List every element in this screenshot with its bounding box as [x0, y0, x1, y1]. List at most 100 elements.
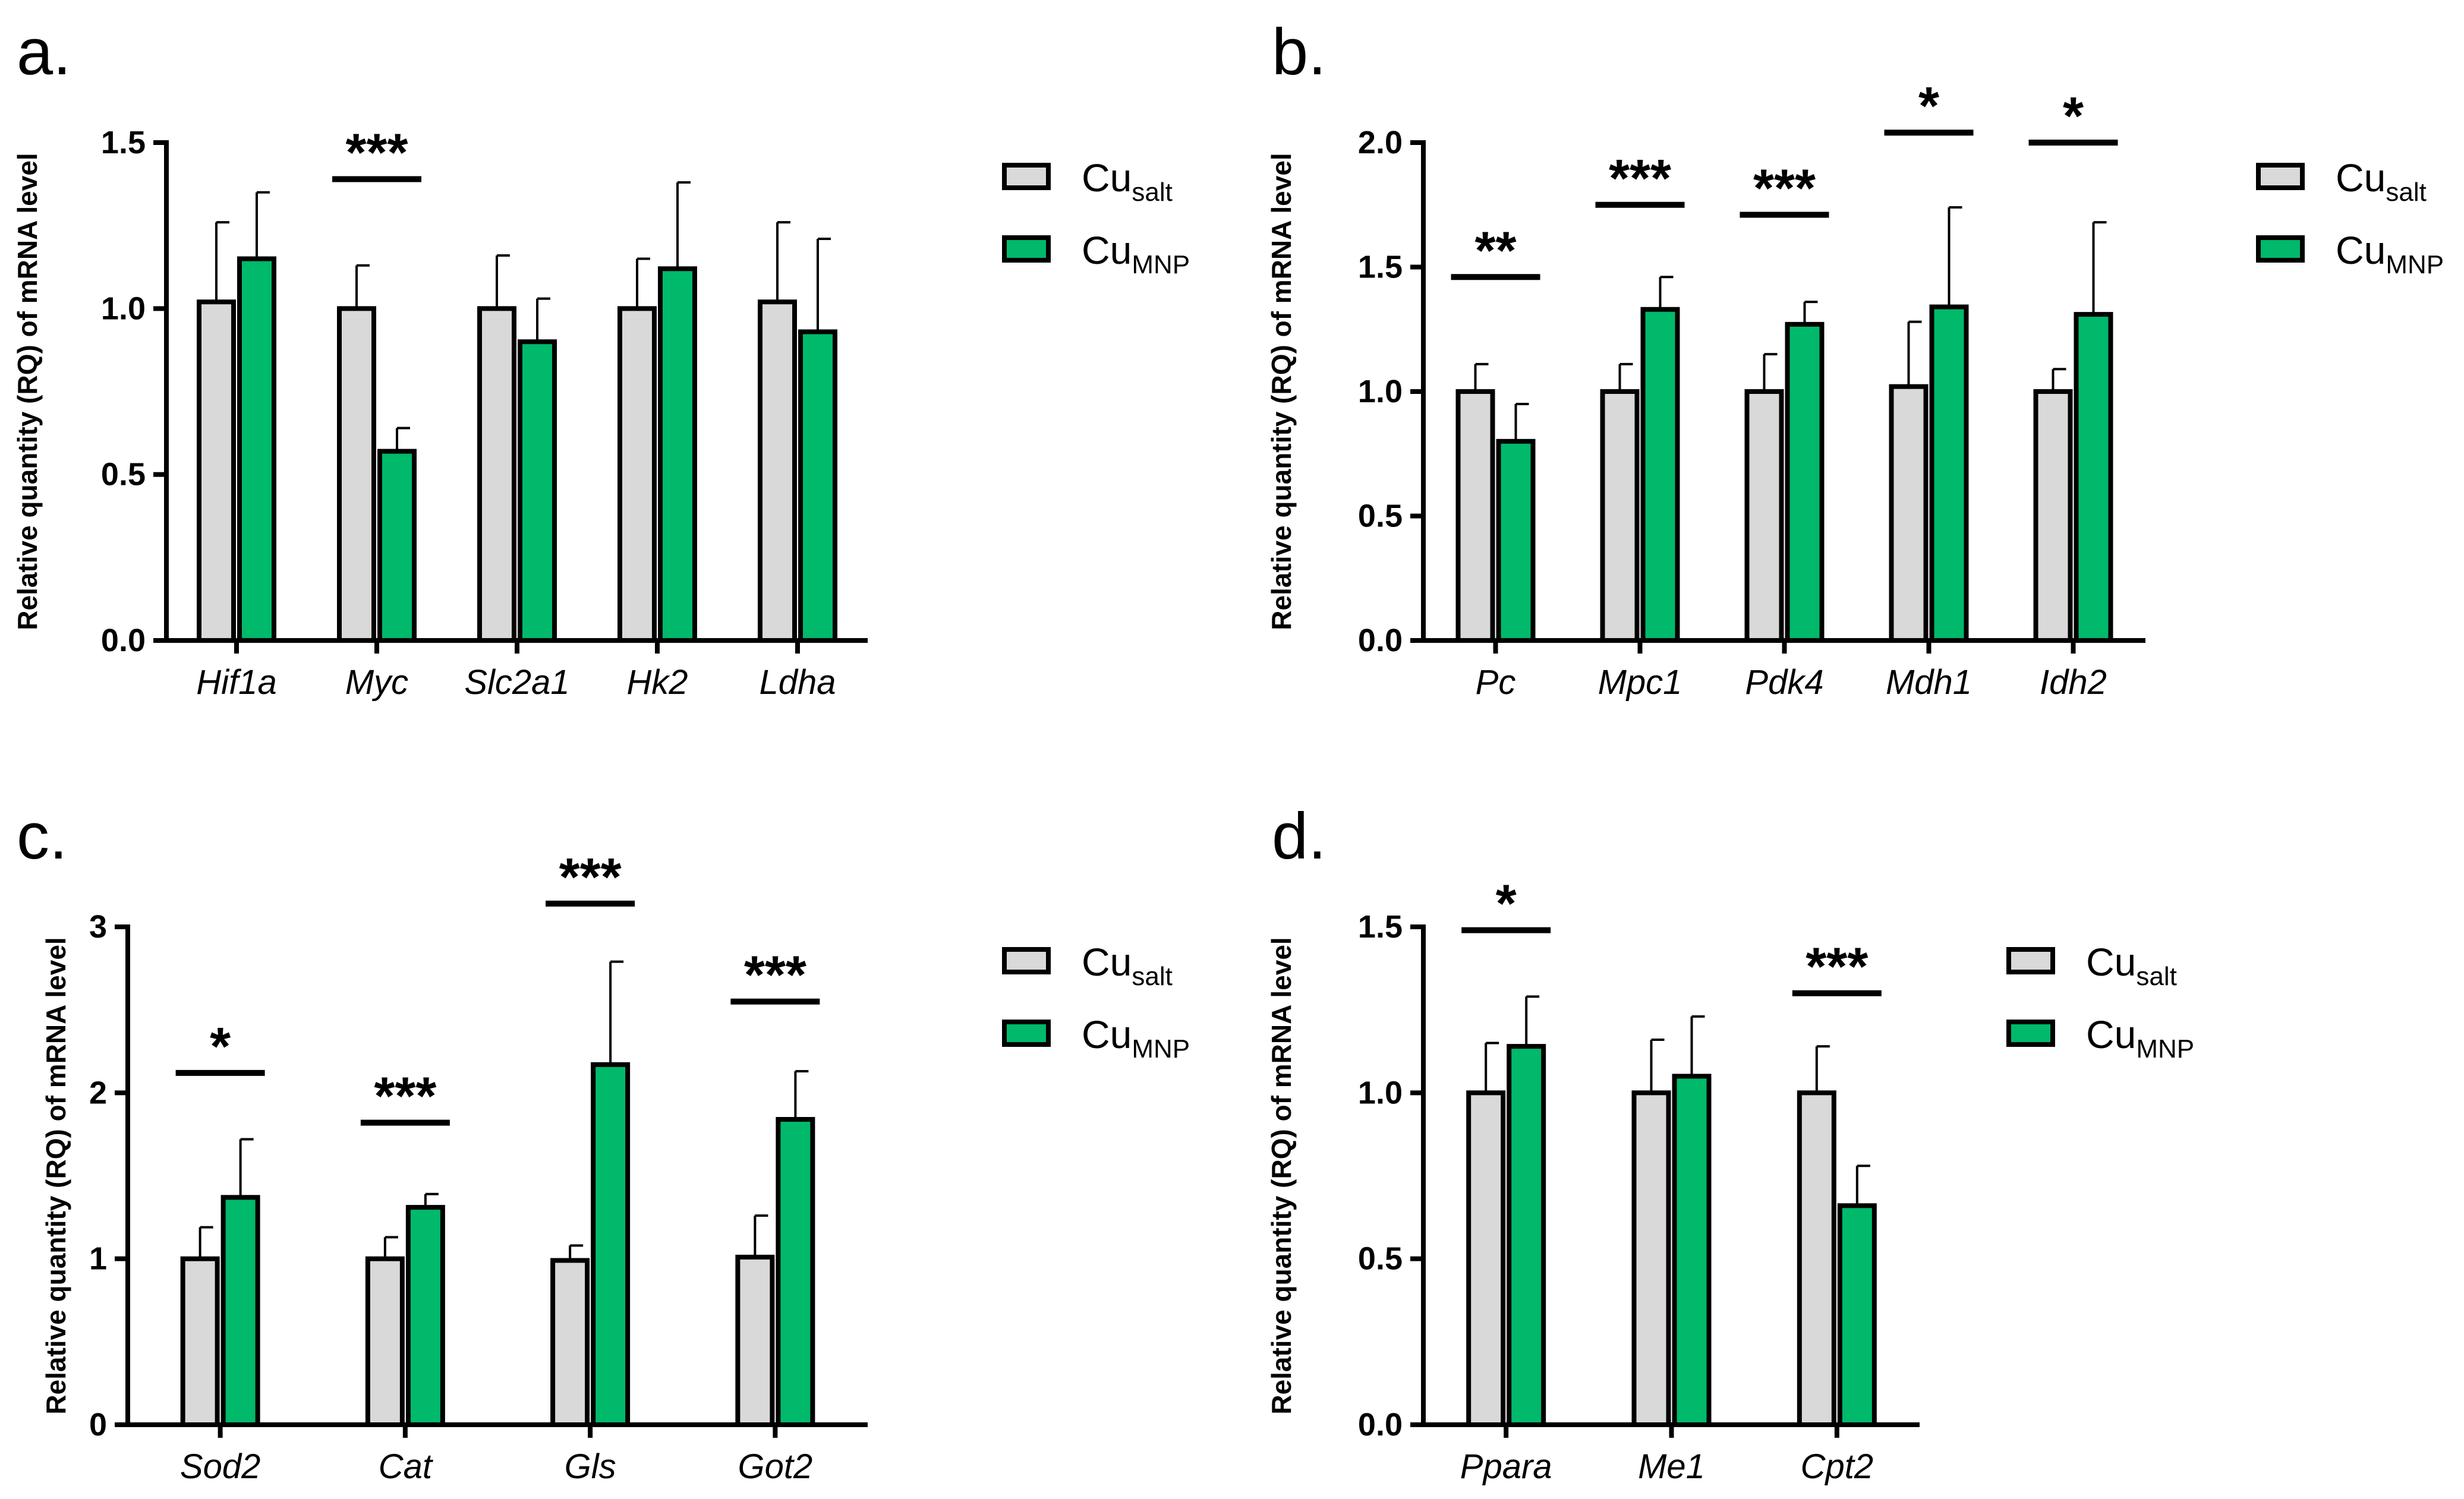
bar-cu-mnp-cpt2: [1837, 1203, 1877, 1428]
category-label-sod2: Sod2: [180, 1447, 260, 1486]
y-axis-label: Relative quantity (RQ) of mRNA level: [40, 937, 71, 1414]
y-tick-label: 0.0: [1358, 623, 1403, 658]
bar-cu-mnp-hk2: [658, 266, 697, 643]
legend-cu-mnp-text: CuMNP: [2086, 1012, 2194, 1063]
bar-cu-salt-idh2: [2033, 389, 2073, 643]
bar-cu-salt-hif1a: [197, 299, 236, 643]
legend-subscript: salt: [1132, 178, 1172, 207]
legend-subscript: salt: [2386, 178, 2426, 207]
panel-label: a.: [17, 15, 71, 89]
legend-subscript: salt: [2136, 962, 2176, 991]
bar-cu-salt-ldha: [758, 299, 797, 643]
panel-b: b. Relative quantity (RQ) of mRNA level 0.…: [1266, 15, 2444, 702]
legend-cu-mnp-swatch: [2006, 1020, 2055, 1047]
bar-cu-salt-cpt2: [1797, 1090, 1836, 1428]
panel-d: d. Relative quantity (RQ) of mRNA level 0.…: [1266, 800, 2194, 1486]
y-tick-label: 1.5: [1358, 909, 1403, 945]
y-tick-label: 1: [89, 1241, 107, 1277]
legend-cu-salt-text: Cusalt: [1082, 156, 1173, 207]
bar-cu-salt-mdh1: [1889, 384, 1929, 643]
category-label-ldha: Ldha: [759, 663, 836, 702]
y-tick-label: 3: [89, 909, 107, 945]
bar-cu-mnp-mdh1: [1929, 304, 1969, 643]
legend-cu-salt-swatch: [1002, 163, 1051, 190]
significance-label: ***: [374, 1067, 436, 1126]
bar-cu-mnp-got2: [776, 1117, 815, 1427]
y-tick-label: 1.0: [1358, 374, 1403, 409]
bar-cu-mnp-sod2: [220, 1195, 260, 1428]
legend-cu-salt-swatch: [1002, 947, 1051, 974]
bar-cu-salt-mpc1: [1600, 389, 1640, 643]
bar-cu-salt-me1: [1631, 1090, 1671, 1428]
category-label-slc2a1: Slc2a1: [464, 663, 569, 702]
significance-label: *: [1496, 875, 1517, 934]
bar-cu-salt-gls: [550, 1258, 590, 1427]
significance-label: ***: [345, 123, 408, 182]
legend-cu-salt-text: Cusalt: [2336, 156, 2427, 207]
panel-label: c.: [17, 800, 68, 873]
legend-base: Cu: [1082, 1012, 1132, 1056]
legend-base: Cu: [2336, 156, 2386, 200]
category-label-idh2: Idh2: [2040, 663, 2107, 702]
legend-cu-salt-swatch: [2006, 947, 2055, 974]
legend-cu-mnp-text: CuMNP: [1082, 1012, 1190, 1063]
bar-cu-mnp-idh2: [2074, 312, 2113, 643]
category-label-ppara: Ppara: [1460, 1447, 1552, 1486]
significance-label: ***: [559, 848, 622, 907]
y-tick-label: 1.5: [1358, 250, 1403, 285]
y-tick-label: 1.0: [1358, 1075, 1403, 1110]
legend-cu-mnp-text: CuMNP: [1082, 228, 1190, 279]
panel-c: c. Relative quantity (RQ) of mRNA level 0 1…: [17, 800, 1190, 1486]
legend-cu-salt-swatch: [2256, 163, 2305, 190]
bar-cu-salt-sod2: [180, 1256, 220, 1428]
category-label-cpt2: Cpt2: [1801, 1447, 1874, 1486]
bar-cu-salt-pdk4: [1744, 389, 1784, 643]
y-tick-label: 2: [89, 1075, 107, 1110]
bar-cu-mnp-pc: [1496, 438, 1536, 643]
legend-subscript: MNP: [1132, 1034, 1190, 1063]
bar-cu-mnp-gls: [591, 1062, 631, 1427]
bar-cu-salt-slc2a1: [477, 306, 516, 643]
y-tick-label: 0.0: [1358, 1407, 1403, 1443]
category-label-gls: Gls: [565, 1447, 616, 1486]
legend-subscript: MNP: [2136, 1034, 2194, 1063]
category-label-myc: Myc: [345, 663, 408, 702]
category-label-hif1a: Hif1a: [196, 663, 276, 702]
legend-cu-mnp-text: CuMNP: [2336, 228, 2444, 279]
y-tick-label: 0.5: [101, 457, 146, 493]
panel-label: d.: [1272, 800, 1326, 873]
bar-cu-mnp-myc: [377, 449, 417, 643]
y-axis-label: Relative quantity (RQ) of mRNA level: [12, 153, 43, 630]
legend-base: Cu: [1082, 156, 1132, 200]
bar-cu-salt-hk2: [617, 306, 657, 643]
category-label-me1: Me1: [1638, 1447, 1705, 1486]
legend-base: Cu: [1082, 940, 1132, 984]
y-axis-label: Relative quantity (RQ) of mRNA level: [1266, 937, 1297, 1414]
legend-cu-salt-text: Cusalt: [1082, 940, 1173, 991]
category-label-pc: Pc: [1476, 663, 1516, 702]
bar-cu-mnp-hif1a: [237, 256, 276, 643]
bar-cu-mnp-ppara: [1507, 1044, 1546, 1427]
y-tick-label: 0.5: [1358, 1241, 1403, 1277]
legend-cu-mnp-swatch: [1002, 235, 1051, 263]
legend-base: Cu: [2336, 228, 2386, 272]
legend-subscript: MNP: [1132, 250, 1190, 279]
category-label-got2: Got2: [738, 1447, 813, 1486]
legend-base: Cu: [1082, 228, 1132, 272]
significance-label: ***: [1806, 938, 1868, 997]
significance-label: **: [1474, 221, 1516, 280]
category-label-pdk4: Pdk4: [1745, 663, 1823, 702]
significance-label: ***: [1609, 149, 1671, 209]
bar-cu-mnp-slc2a1: [518, 339, 557, 643]
legend-base: Cu: [2086, 1012, 2136, 1056]
panel-label: b.: [1272, 15, 1326, 89]
significance-label: *: [1918, 77, 1939, 136]
bar-cu-salt-pc: [1455, 389, 1495, 643]
significance-label: ***: [744, 946, 806, 1005]
y-tick-label: 1.0: [101, 291, 146, 326]
legend-cu-mnp-swatch: [1002, 1020, 1051, 1047]
significance-label: *: [210, 1017, 231, 1077]
bar-cu-salt-myc: [337, 306, 376, 643]
significance-label: *: [2063, 87, 2084, 146]
